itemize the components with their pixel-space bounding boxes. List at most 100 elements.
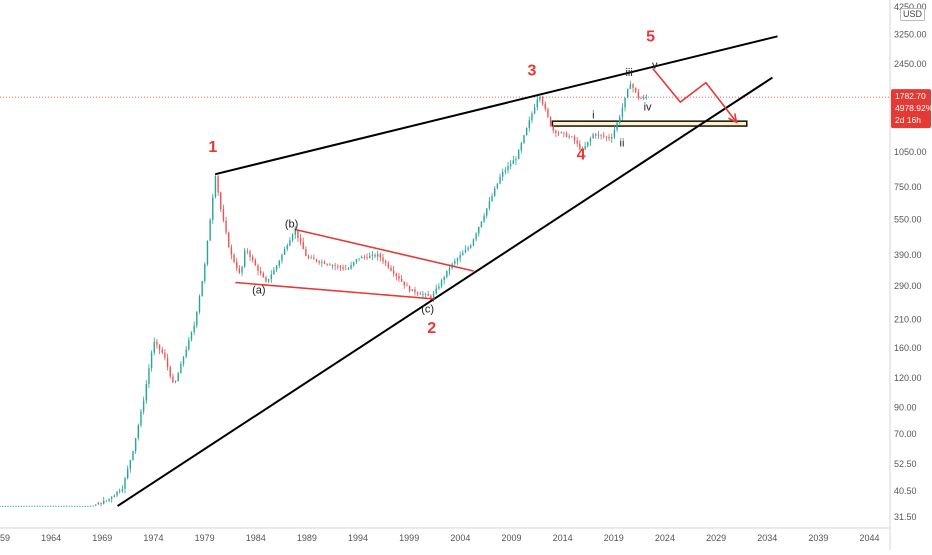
candle-body	[25, 505, 28, 507]
x-tick-label: 2019	[604, 533, 624, 543]
candle-body	[326, 263, 328, 265]
trendline-upper	[215, 35, 778, 176]
y-tick-label: 90.00	[894, 403, 917, 413]
candle-body	[440, 280, 443, 287]
candle-body	[273, 269, 275, 275]
candle-body	[164, 352, 166, 358]
candle-body	[236, 262, 238, 269]
y-tick-label: 390.00	[894, 250, 922, 260]
candle-body	[169, 367, 171, 377]
y-tick-label: 160.00	[894, 343, 922, 353]
candle-body	[60, 505, 62, 507]
candle-body	[595, 134, 597, 136]
candle-body	[581, 149, 584, 150]
y-tick-label: 120.00	[894, 373, 922, 383]
candle-body	[111, 497, 113, 499]
candle-body	[222, 209, 225, 221]
candle-body	[153, 341, 155, 353]
candle-body	[134, 438, 137, 452]
candle-body	[241, 266, 243, 273]
candle-body	[118, 490, 121, 492]
candle-body	[523, 135, 525, 144]
candle-body	[310, 257, 312, 259]
subwave-label: iii	[625, 67, 632, 79]
candle-body	[95, 504, 97, 506]
candle-body	[547, 109, 549, 117]
candle-body	[374, 254, 376, 257]
candle-body	[355, 259, 358, 263]
x-tick-label: 1964	[41, 533, 61, 543]
currency-unit-badge[interactable]: USD	[899, 8, 925, 21]
candle-body	[395, 273, 398, 277]
candle-body	[0, 505, 1, 507]
candle-body	[499, 176, 501, 184]
candle-body	[307, 256, 310, 258]
candle-body	[172, 376, 174, 383]
candle-body	[496, 183, 499, 189]
candle-body	[190, 332, 193, 340]
candle-body	[278, 260, 280, 266]
wave-label-1: 1	[208, 139, 217, 156]
candle-body	[47, 505, 49, 507]
x-tick-label: 2034	[757, 533, 777, 543]
candle-body	[408, 286, 411, 292]
x-tick-label: 2024	[655, 533, 675, 543]
candle-body	[249, 251, 251, 257]
candle-body	[174, 381, 177, 383]
candle-body	[126, 468, 129, 479]
trendline-triangle-bottom	[235, 281, 435, 300]
candle-body	[281, 254, 283, 261]
y-tick-label: 290.00	[894, 281, 922, 291]
candle-body	[491, 195, 493, 202]
candle-body	[619, 116, 621, 123]
trendline-projection	[652, 67, 738, 123]
subwave-label: (c)	[421, 303, 434, 315]
candle-body	[166, 357, 169, 368]
candle-body	[196, 311, 198, 326]
candle-body	[65, 505, 68, 507]
candle-body	[400, 279, 403, 282]
candle-body	[9, 505, 12, 507]
candle-body	[552, 125, 554, 131]
candle-body	[584, 146, 586, 150]
candle-body	[329, 264, 331, 266]
candle-body	[228, 232, 230, 248]
candle-body	[55, 505, 57, 507]
candle-body	[97, 502, 100, 505]
candle-body	[525, 127, 528, 136]
candle-body	[568, 136, 570, 138]
candle-body	[512, 160, 515, 165]
candle-body	[603, 135, 605, 137]
candle-body	[137, 425, 140, 439]
candle-body	[565, 133, 568, 137]
candle-body	[220, 192, 222, 210]
candle-body	[478, 227, 480, 234]
candle-body	[645, 97, 648, 99]
y-tick-label: 210.00	[894, 315, 922, 325]
candle-body	[188, 339, 190, 350]
candle-body	[4, 506, 7, 507]
candle-body	[371, 254, 374, 256]
candle-body	[576, 140, 578, 144]
x-tick-label: 1989	[297, 533, 317, 543]
candle-body	[637, 91, 640, 98]
candle-body	[427, 294, 429, 296]
candle-body	[462, 252, 464, 256]
y-tick-label: 31.50	[894, 512, 917, 522]
last-price-value: 1782.70	[895, 91, 926, 101]
candle-body	[201, 280, 203, 297]
candle-body	[254, 260, 257, 266]
candle-body	[605, 136, 608, 138]
candle-body	[100, 502, 102, 504]
candle-body	[305, 249, 307, 257]
candle-body	[180, 363, 182, 374]
candle-body	[483, 215, 485, 222]
candle-body	[541, 96, 544, 104]
x-tick-label: 1979	[195, 533, 215, 543]
candle-body	[238, 268, 241, 273]
candle-body	[225, 220, 227, 233]
candle-body	[592, 134, 594, 139]
candle-body	[105, 500, 108, 502]
candle-body	[640, 97, 642, 99]
wave-label-3: 3	[528, 62, 537, 79]
